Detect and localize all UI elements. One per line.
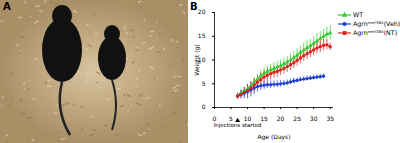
svg-text:15: 15 [198,32,206,39]
svg-text:10: 10 [244,115,252,122]
html-text:Agrnⁿᵐᶠ³⁸⁰(NT): Agrnⁿᵐᶠ³⁸⁰(NT) [353,29,398,36]
svg-text:20: 20 [198,8,206,15]
svg-text:20: 20 [277,115,285,122]
svg-text:15: 15 [260,115,268,122]
html-text:B: B [190,1,198,12]
html-text:Agrnⁿᵐᶠ³⁸⁰(Veh): Agrnⁿᵐᶠ³⁸⁰(Veh) [353,20,400,27]
svg-text:5: 5 [202,80,206,87]
svg-text:5: 5 [229,115,233,122]
svg-text:0: 0 [213,115,217,122]
svg-text:25: 25 [293,115,301,122]
svg-text:30: 30 [310,115,318,122]
svg-text:Injections started: Injections started [214,122,262,129]
svg-text:0: 0 [202,103,206,110]
svg-text:10: 10 [197,55,206,63]
html-text:WT: WT [353,11,364,18]
svg-text:35: 35 [326,115,334,122]
html-text:A: A [3,1,11,12]
svg-text:Age (Days): Age (Days) [257,133,290,141]
svg-text:Weight (g): Weight (g) [193,44,201,75]
